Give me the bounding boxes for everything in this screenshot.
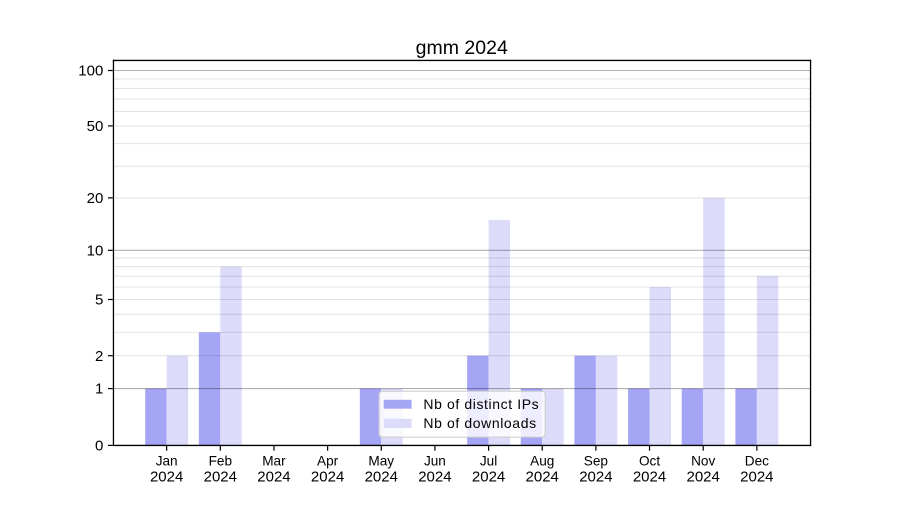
svg-text:0: 0 <box>95 438 103 455</box>
svg-text:2024: 2024 <box>150 468 183 485</box>
svg-text:2024: 2024 <box>204 468 237 485</box>
svg-text:2024: 2024 <box>687 468 720 485</box>
svg-text:Dec: Dec <box>745 454 769 469</box>
svg-text:5: 5 <box>95 292 103 309</box>
svg-text:Nov: Nov <box>691 454 715 469</box>
svg-text:Jan: Jan <box>156 454 178 469</box>
svg-text:Oct: Oct <box>639 454 660 469</box>
svg-text:Mar: Mar <box>262 454 286 469</box>
svg-text:Sep: Sep <box>584 454 608 469</box>
svg-text:2024: 2024 <box>740 468 773 485</box>
svg-text:Nb of distinct IPs: Nb of distinct IPs <box>423 396 539 412</box>
svg-text:May: May <box>368 454 394 469</box>
svg-text:10: 10 <box>87 242 104 259</box>
svg-text:2024: 2024 <box>311 468 344 485</box>
svg-text:20: 20 <box>87 190 104 207</box>
svg-text:gmm 2024: gmm 2024 <box>416 37 508 59</box>
svg-text:Apr: Apr <box>317 454 339 469</box>
svg-text:Feb: Feb <box>209 454 232 469</box>
svg-text:2024: 2024 <box>472 468 505 485</box>
svg-text:2024: 2024 <box>526 468 559 485</box>
svg-text:Jul: Jul <box>480 454 497 469</box>
svg-text:Nb of downloads: Nb of downloads <box>423 415 536 431</box>
svg-text:50: 50 <box>87 118 104 135</box>
svg-text:100: 100 <box>78 63 103 80</box>
svg-text:2024: 2024 <box>579 468 612 485</box>
svg-text:2: 2 <box>95 348 103 365</box>
svg-text:1: 1 <box>95 381 103 398</box>
svg-text:2024: 2024 <box>257 468 290 485</box>
svg-text:2024: 2024 <box>418 468 451 485</box>
svg-text:Aug: Aug <box>530 454 554 469</box>
svg-text:2024: 2024 <box>633 468 666 485</box>
svg-text:Jun: Jun <box>424 454 446 469</box>
svg-text:2024: 2024 <box>365 468 398 485</box>
